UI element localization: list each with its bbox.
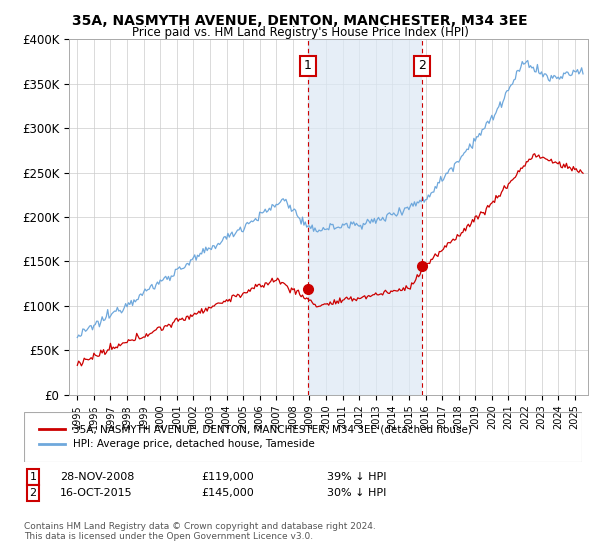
Text: 1: 1 bbox=[304, 59, 312, 72]
Text: £119,000: £119,000 bbox=[201, 472, 254, 482]
Text: £145,000: £145,000 bbox=[201, 488, 254, 498]
Text: 39% ↓ HPI: 39% ↓ HPI bbox=[327, 472, 386, 482]
Legend: 35A, NASMYTH AVENUE, DENTON, MANCHESTER, M34 3EE (detached house), HPI: Average : 35A, NASMYTH AVENUE, DENTON, MANCHESTER,… bbox=[35, 420, 476, 454]
Text: 30% ↓ HPI: 30% ↓ HPI bbox=[327, 488, 386, 498]
Text: Contains HM Land Registry data © Crown copyright and database right 2024.
This d: Contains HM Land Registry data © Crown c… bbox=[24, 522, 376, 542]
Text: Price paid vs. HM Land Registry's House Price Index (HPI): Price paid vs. HM Land Registry's House … bbox=[131, 26, 469, 39]
Text: 28-NOV-2008: 28-NOV-2008 bbox=[60, 472, 134, 482]
Text: 2: 2 bbox=[29, 488, 37, 498]
Text: 35A, NASMYTH AVENUE, DENTON, MANCHESTER, M34 3EE: 35A, NASMYTH AVENUE, DENTON, MANCHESTER,… bbox=[72, 14, 528, 28]
Text: 1: 1 bbox=[29, 472, 37, 482]
Text: 16-OCT-2015: 16-OCT-2015 bbox=[60, 488, 133, 498]
Text: 2: 2 bbox=[418, 59, 426, 72]
